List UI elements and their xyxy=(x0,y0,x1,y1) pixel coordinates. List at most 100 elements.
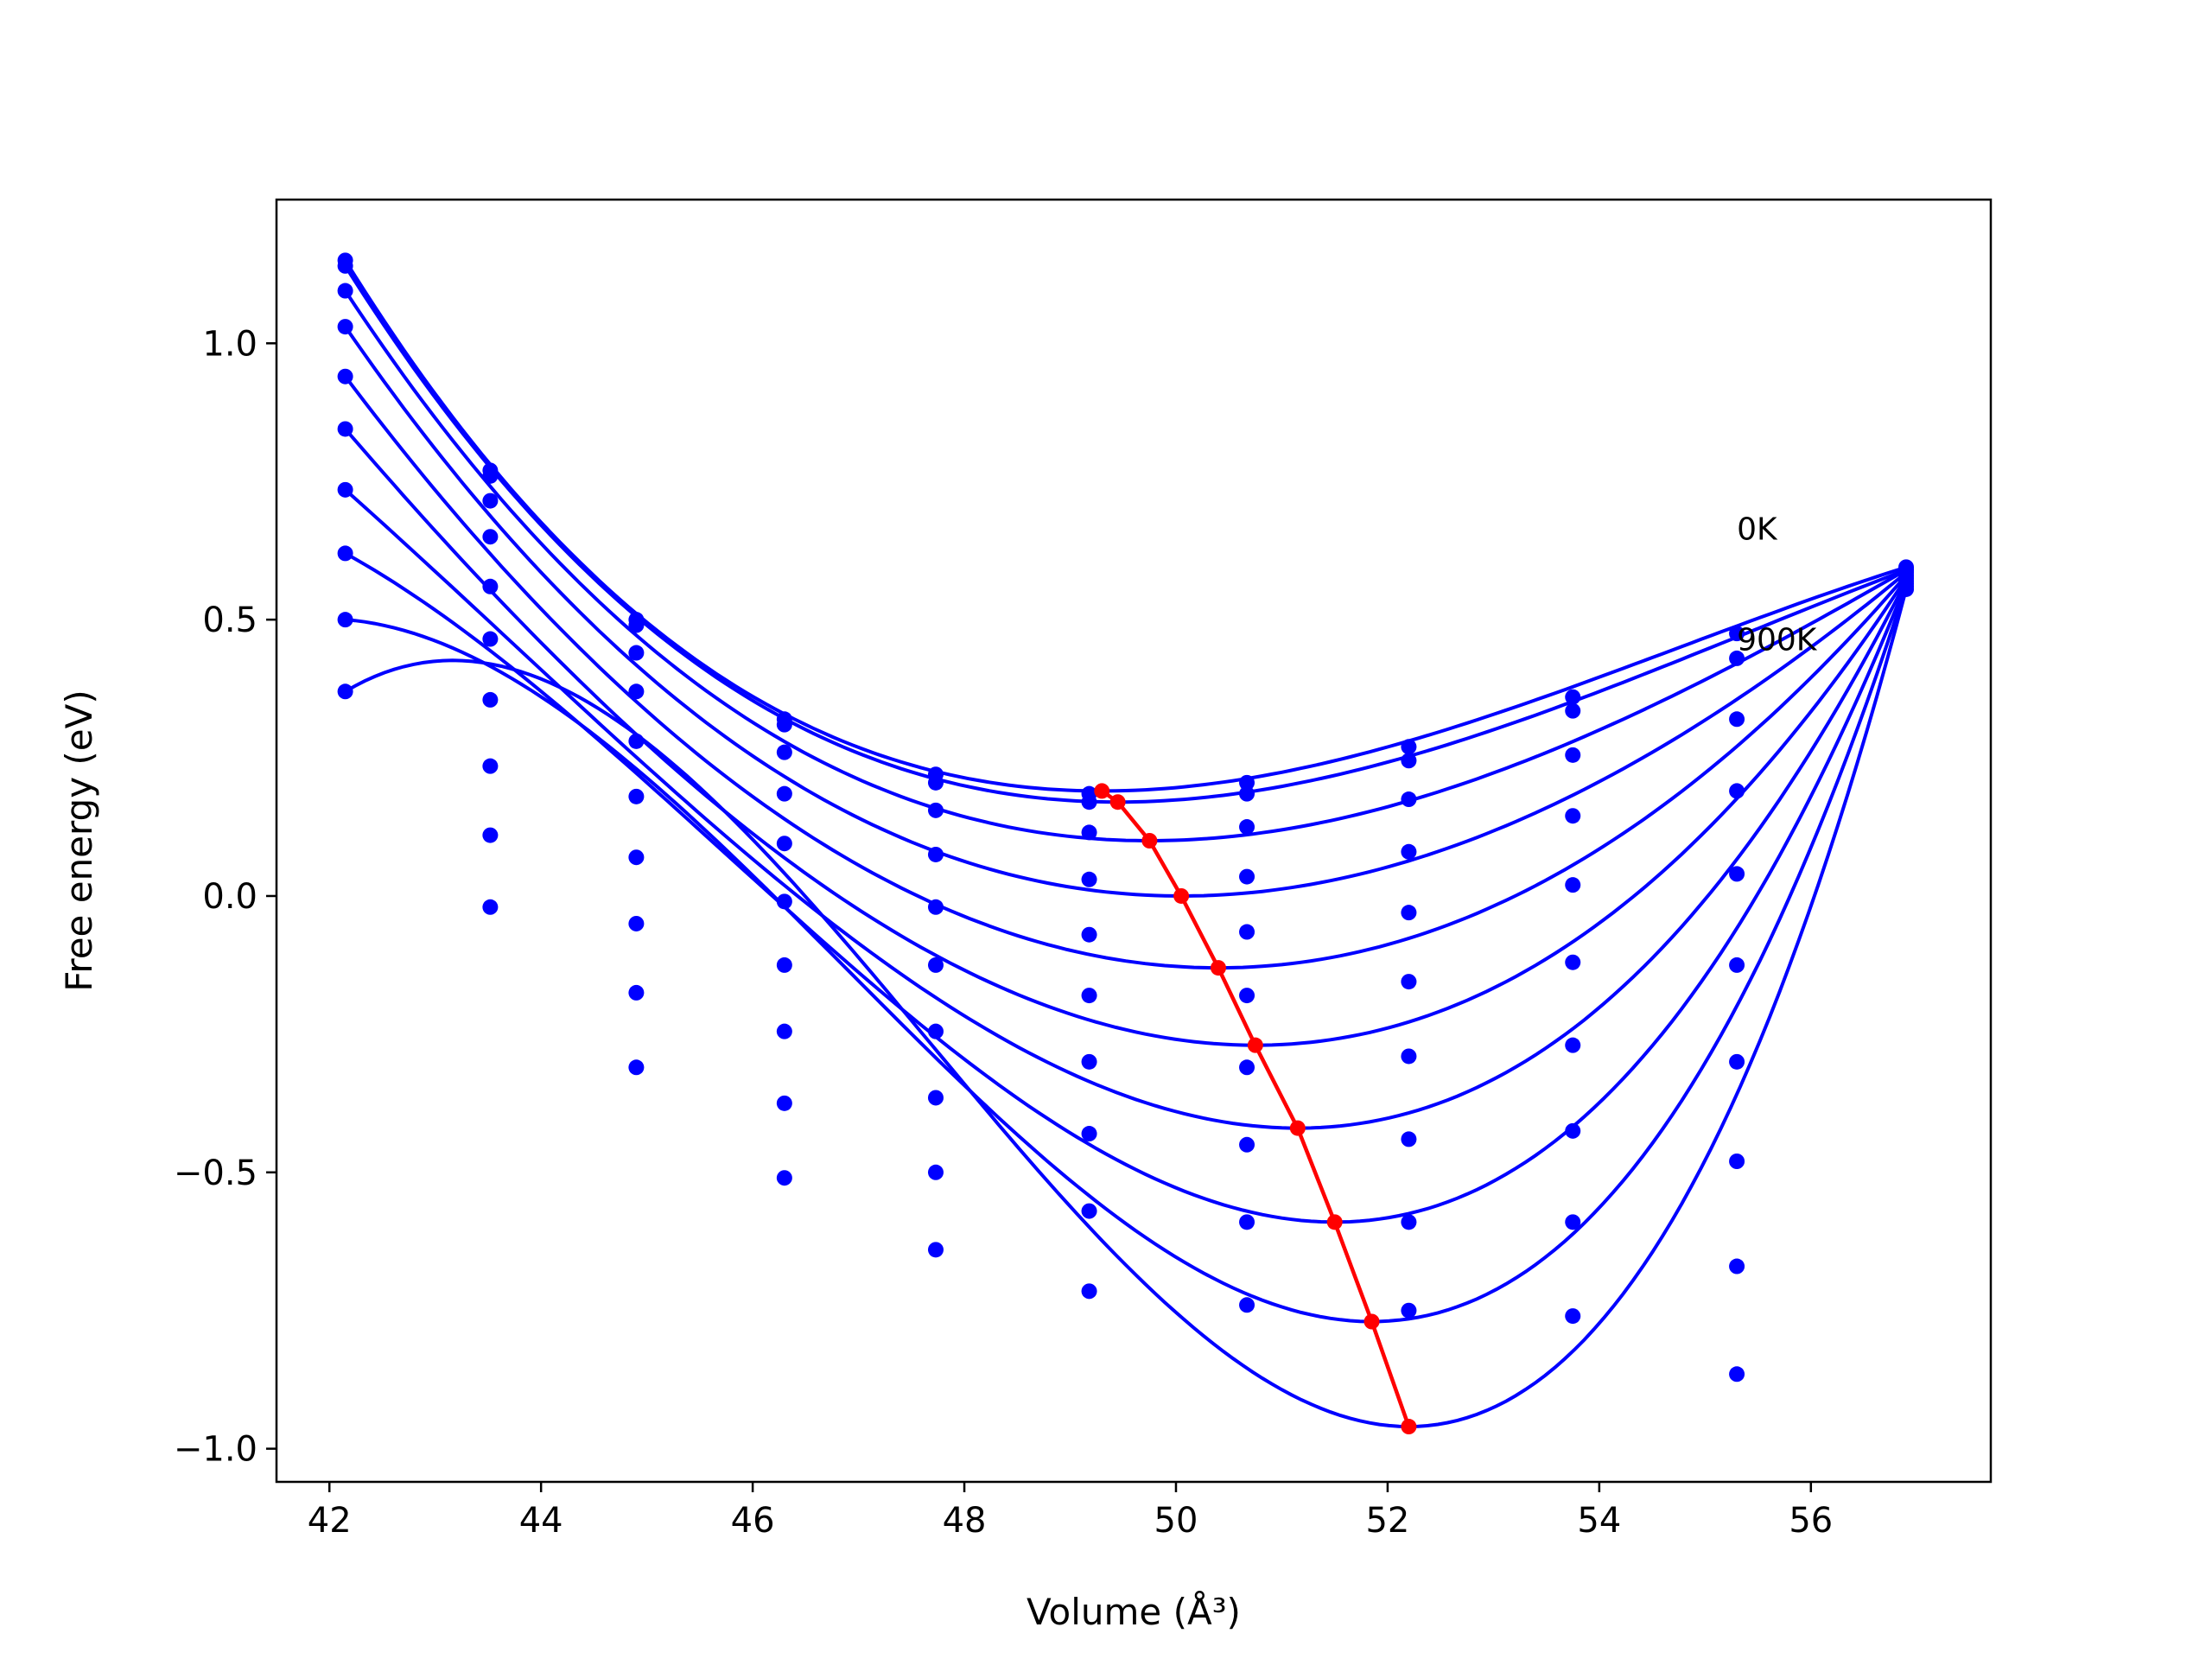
data-point xyxy=(482,691,499,708)
data-point xyxy=(1898,581,1915,597)
data-point xyxy=(1565,877,1581,893)
data-point xyxy=(1565,808,1581,824)
fit-curve-600K xyxy=(344,488,1908,1130)
data-point xyxy=(1565,747,1581,763)
minimum-point xyxy=(1401,1419,1417,1435)
data-point xyxy=(1729,1366,1745,1382)
data-point xyxy=(776,785,792,802)
x-axis-label: Volume (Å³) xyxy=(1027,1590,1241,1633)
data-point xyxy=(1239,924,1255,940)
data-point xyxy=(482,493,499,509)
minimum-point xyxy=(1247,1037,1263,1053)
data-point xyxy=(1729,711,1745,728)
fit-curve-300K xyxy=(343,325,1908,899)
data-point xyxy=(1081,1053,1097,1070)
annotation-0K: 0K xyxy=(1737,512,1778,547)
data-point xyxy=(1239,1214,1255,1230)
fit-curve-800K xyxy=(345,586,1908,1324)
data-point xyxy=(1729,957,1745,973)
y-tick-label: 0.0 xyxy=(202,877,257,917)
fit-curve-200K xyxy=(343,289,1907,842)
data-point xyxy=(1401,843,1417,860)
data-point xyxy=(1729,650,1745,666)
fit-curve-900K xyxy=(344,588,1908,1429)
y-tick-label: 1.0 xyxy=(202,324,257,364)
fit-curve-100K xyxy=(343,264,1907,804)
data-point xyxy=(927,899,944,915)
data-point xyxy=(1729,1154,1745,1169)
data-point xyxy=(1729,1258,1745,1274)
data-point xyxy=(1565,689,1581,705)
data-point xyxy=(1239,774,1255,791)
data-point xyxy=(1239,1136,1255,1153)
data-point xyxy=(1239,988,1255,1004)
data-point xyxy=(1239,1297,1255,1313)
data-point xyxy=(1081,988,1097,1004)
data-point xyxy=(628,915,645,931)
fit-curve-0K xyxy=(343,259,1907,793)
data-point xyxy=(1239,785,1255,802)
data-point xyxy=(1565,954,1581,970)
data-point xyxy=(1081,1126,1097,1142)
data-point xyxy=(628,849,645,866)
plot-frame xyxy=(275,198,1993,1484)
data-point xyxy=(927,1242,944,1258)
data-point xyxy=(482,631,499,647)
data-point xyxy=(1081,1283,1097,1300)
data-point xyxy=(337,481,353,498)
data-point xyxy=(337,368,353,385)
data-point xyxy=(776,957,792,973)
data-point xyxy=(1081,1203,1097,1219)
data-point xyxy=(1081,926,1097,943)
data-point xyxy=(927,1164,944,1180)
data-point xyxy=(337,421,353,437)
data-point xyxy=(628,733,645,749)
data-point xyxy=(927,957,944,973)
data-point xyxy=(1401,905,1417,921)
minimum-point xyxy=(1173,887,1190,904)
data-point xyxy=(776,1170,792,1186)
data-point xyxy=(1565,1037,1581,1053)
data-point xyxy=(1239,868,1255,885)
data-point xyxy=(628,645,645,661)
x-tick-label: 56 xyxy=(1789,1501,1833,1541)
data-point xyxy=(1565,1122,1581,1139)
minima-line xyxy=(1101,789,1411,1427)
y-tick-label: −0.5 xyxy=(174,1154,257,1193)
data-point xyxy=(1401,1131,1417,1147)
fit-curve-400K xyxy=(344,375,1908,970)
fit-curve-700K xyxy=(344,551,1908,1224)
x-tick-label: 54 xyxy=(1577,1501,1621,1541)
data-point xyxy=(1401,753,1417,769)
data-point xyxy=(628,1059,645,1076)
data-point xyxy=(628,984,645,1001)
x-tick-label: 42 xyxy=(308,1501,352,1541)
data-point xyxy=(628,617,645,633)
y-tick-label: 0.5 xyxy=(202,601,257,640)
data-point xyxy=(776,1023,792,1039)
x-tick-label: 44 xyxy=(519,1501,563,1541)
data-point xyxy=(776,1095,792,1111)
data-point xyxy=(1401,1214,1417,1230)
data-point xyxy=(776,836,792,852)
data-point xyxy=(776,893,792,910)
data-point xyxy=(1401,1048,1417,1065)
data-point xyxy=(1401,791,1417,808)
data-point xyxy=(482,827,499,843)
data-point xyxy=(1401,1302,1417,1319)
data-point xyxy=(1401,974,1417,990)
data-point xyxy=(628,683,645,700)
fit-curve-500K xyxy=(344,428,1908,1047)
minimum-point xyxy=(1109,794,1126,810)
minimum-point xyxy=(1141,833,1158,849)
data-point xyxy=(927,846,944,862)
data-point xyxy=(927,1090,944,1106)
data-point xyxy=(337,545,353,562)
data-point xyxy=(1081,794,1097,810)
minimum-point xyxy=(1363,1313,1380,1330)
data-point xyxy=(482,899,499,915)
minimum-point xyxy=(1289,1120,1306,1136)
data-point xyxy=(482,578,499,594)
y-axis-label: Free energy (eV) xyxy=(58,690,100,992)
